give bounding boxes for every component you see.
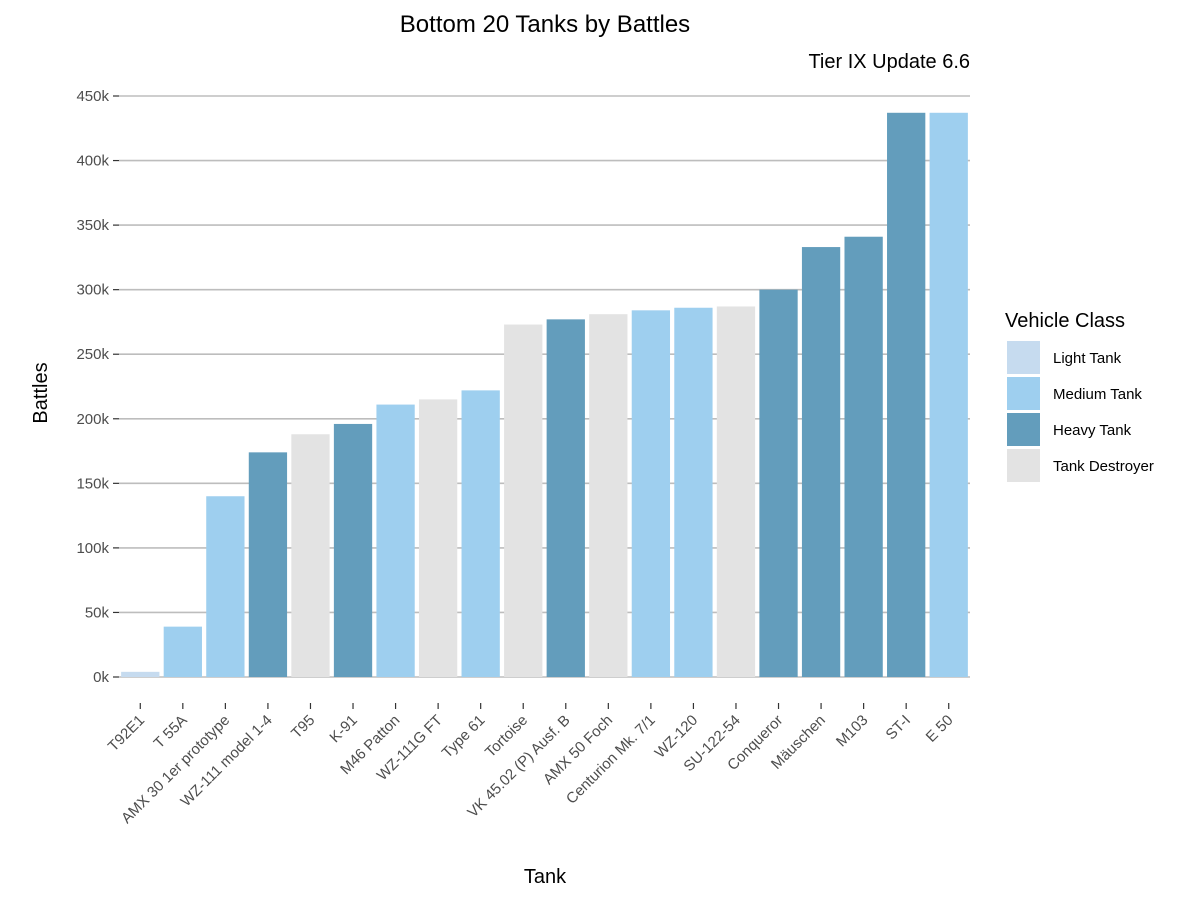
legend-swatch (1007, 377, 1040, 410)
bar (333, 423, 373, 677)
bar (929, 112, 968, 678)
legend-swatch (1007, 341, 1040, 374)
y-tick-label: 450k (76, 88, 109, 105)
bar (546, 319, 585, 677)
bar (418, 399, 458, 677)
gridlines (119, 95, 970, 678)
y-tick-label: 50k (85, 604, 110, 621)
x-tick-label: Type 61 (439, 712, 489, 762)
bar (121, 671, 160, 677)
y-tick-label: 0k (93, 669, 109, 686)
y-tick-label: 100k (76, 540, 109, 557)
legend-label: Tank Destroyer (1053, 458, 1154, 475)
x-tick-label: T92E1 (105, 712, 148, 755)
legend-label: Heavy Tank (1053, 422, 1132, 439)
x-tick-label: T 55A (151, 712, 191, 752)
bar (801, 247, 841, 677)
y-tick-label: 150k (76, 475, 109, 492)
bars (121, 112, 968, 678)
bar (376, 404, 415, 677)
x-axis-title: Tank (524, 866, 567, 888)
y-axis-title: Battles (30, 362, 52, 423)
y-tick-label: 300k (76, 282, 109, 299)
bar (291, 434, 330, 677)
bar (887, 112, 926, 678)
x-tick-label: M103 (833, 712, 872, 751)
legend-label: Light Tank (1053, 350, 1122, 367)
x-tick-label: K-91 (326, 712, 360, 746)
bar (759, 289, 798, 677)
bar (674, 307, 713, 677)
x-tick-label: T95 (288, 712, 318, 742)
bar (206, 496, 245, 677)
legend-swatch (1007, 413, 1040, 446)
y-tick-label: 200k (76, 411, 109, 428)
bar (844, 236, 883, 677)
x-tick-label: ST-I (883, 712, 914, 743)
bar (461, 390, 500, 677)
bar (589, 314, 628, 677)
legend-title: Vehicle Class (1005, 310, 1125, 332)
legend: Vehicle Class Light Tank Medium Tank Heavy… (1005, 310, 1154, 482)
legend-label: Medium Tank (1053, 386, 1142, 403)
legend-swatch (1007, 449, 1040, 482)
y-tick-label: 250k (76, 346, 109, 363)
chart-subtitle: Tier IX Update 6.6 (808, 51, 970, 73)
y-tick-label: 400k (76, 153, 109, 170)
bar (631, 310, 671, 677)
bar (716, 306, 756, 677)
bar (248, 452, 288, 677)
chart-title: Bottom 20 Tanks by Battles (400, 11, 690, 38)
bar (504, 324, 543, 677)
x-tick-label: E 50 (923, 712, 957, 746)
y-tick-label: 350k (76, 217, 109, 234)
y-axis: 0k 50k 100k 150k 200k 250k 300k 350k 400k 450k (76, 88, 119, 686)
bar (163, 626, 202, 677)
